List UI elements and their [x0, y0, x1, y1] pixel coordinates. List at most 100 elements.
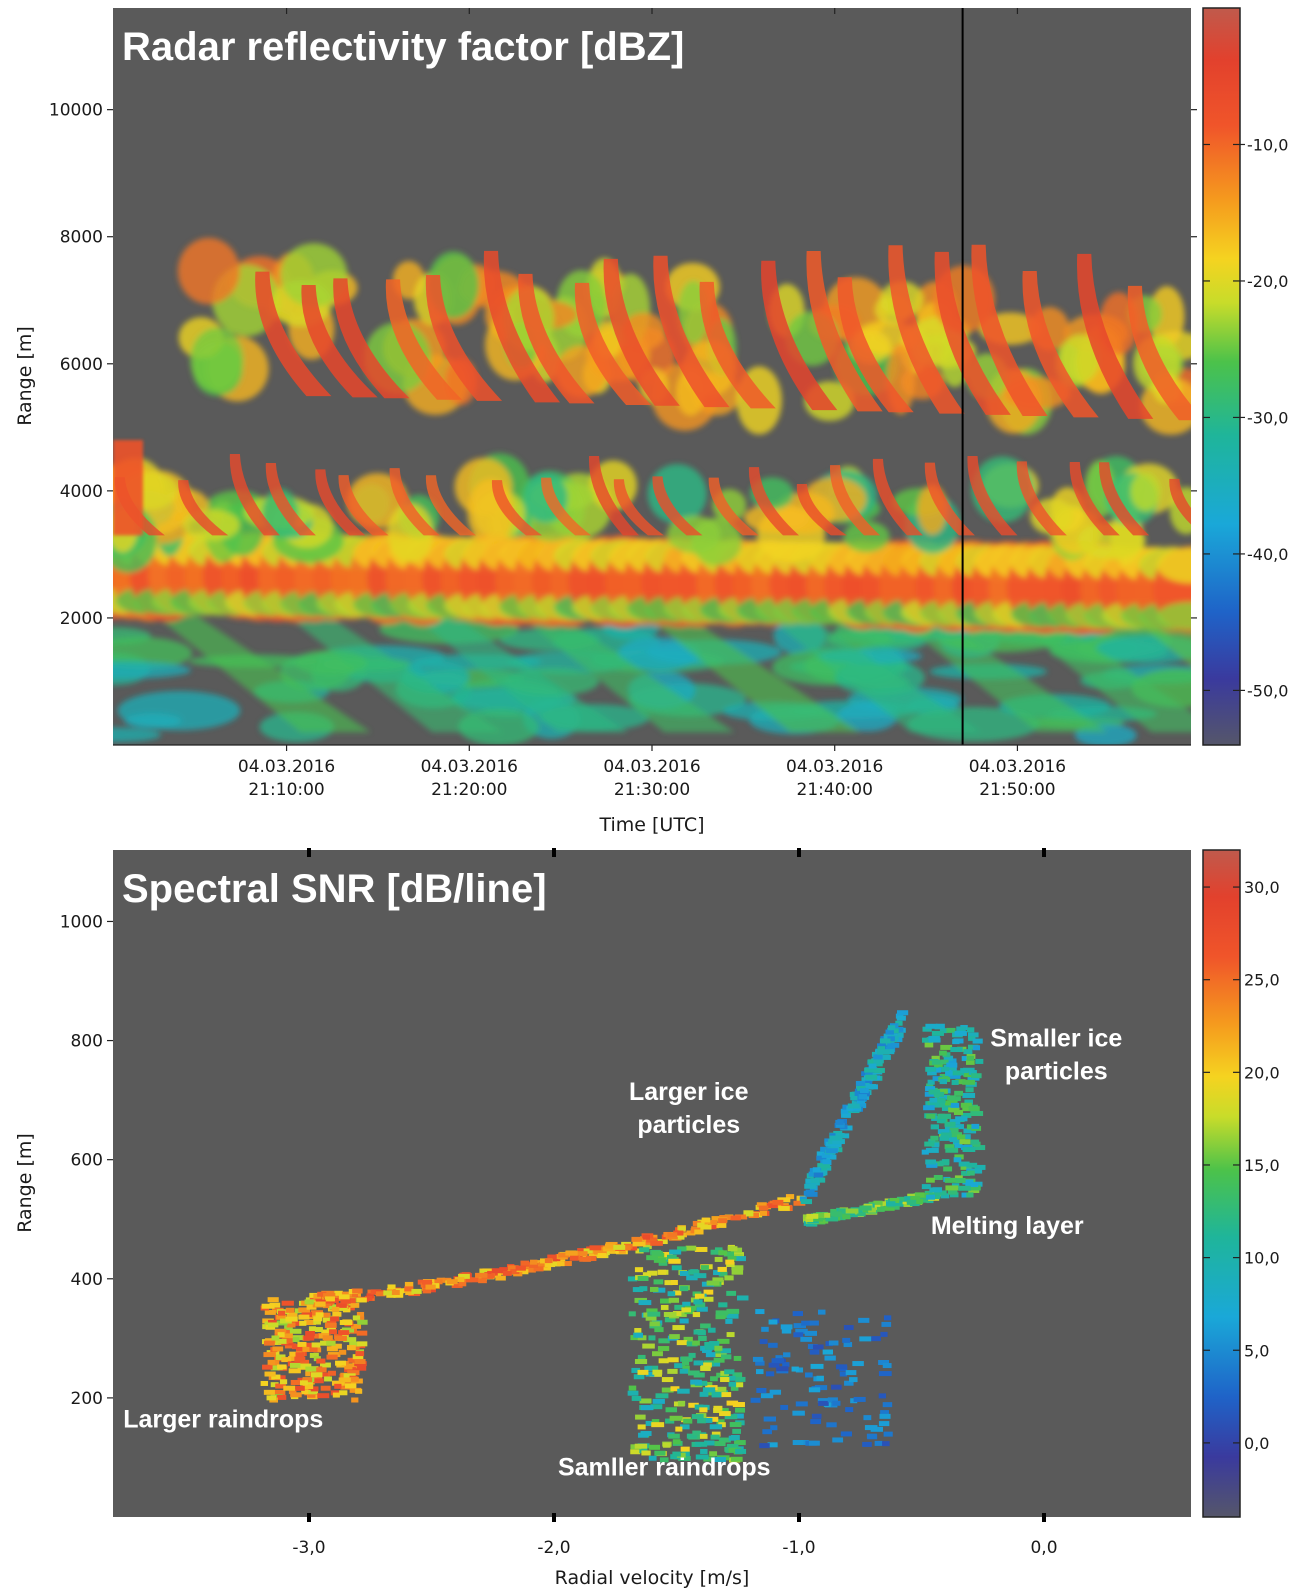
spectral-pixel: [352, 1315, 361, 1321]
spectral-pixel: [303, 1335, 315, 1341]
spectral-pixel: [884, 1205, 895, 1211]
spectral-pixel: [664, 1317, 676, 1323]
spectral-pixel: [760, 1393, 774, 1399]
spectral-pixel: [634, 1359, 648, 1365]
y-tick-label: 200: [71, 1389, 103, 1409]
spectral-pixel: [681, 1360, 690, 1366]
spectral-pixel: [835, 1119, 844, 1125]
spectral-pixel: [451, 1282, 463, 1288]
spectral-pixel: [755, 1360, 765, 1366]
ice-fallstreak: [301, 284, 378, 398]
spectral-pixel: [665, 1407, 677, 1413]
spectral-pixel: [637, 1424, 646, 1430]
spectral-pixel: [277, 1394, 287, 1400]
spectral-pixel: [347, 1370, 360, 1376]
spectral-pixel: [672, 1451, 681, 1457]
spectral-pixel: [882, 1402, 893, 1408]
spectral-pixel: [646, 1365, 659, 1371]
spectral-pixel: [782, 1362, 790, 1368]
spectral-pixel: [261, 1303, 275, 1309]
spectral-pixel: [264, 1371, 276, 1377]
ice-fallstreak: [837, 277, 914, 413]
spectral-pixel: [699, 1407, 708, 1413]
spectral-pixel: [935, 1097, 946, 1103]
spectral-pixel: [777, 1197, 791, 1203]
spectral-pixel: [347, 1345, 356, 1351]
spectral-pixel: [858, 1317, 870, 1323]
ice-fallstreak: [603, 258, 680, 406]
spectral-pixel: [650, 1240, 663, 1246]
spectral-pixel: [965, 1087, 974, 1093]
spectral-pixel: [921, 1149, 929, 1155]
snr-panel: Spectral SNR [dB/line] Larger ice particl…: [14, 848, 1280, 1589]
spectral-pixel: [700, 1362, 712, 1368]
spectral-pixel: [627, 1390, 639, 1396]
spectral-pixel: [635, 1332, 643, 1338]
spectral-pixel: [713, 1456, 726, 1462]
spectral-pixel: [263, 1352, 276, 1358]
cloud-fallstreak: [748, 467, 800, 536]
spectral-pixel: [269, 1302, 281, 1308]
annotation-label: Samller raindrops: [558, 1453, 771, 1481]
spectral-pixel: [307, 1314, 319, 1320]
spectral-pixel: [271, 1374, 281, 1380]
x-tick-time: 21:10:00: [248, 780, 324, 800]
ice-fallstreak: [888, 245, 965, 414]
spectral-pixel: [523, 1267, 536, 1273]
spectral-pixel: [887, 1036, 895, 1042]
spectral-pixel: [288, 1389, 297, 1395]
spectral-pixel: [714, 1256, 723, 1262]
ice-cloud-cell: [177, 237, 240, 305]
spectral-pixel: [690, 1379, 699, 1385]
spectral-pixel: [331, 1343, 342, 1349]
spectral-pixel: [655, 1393, 669, 1399]
spectral-pixel: [708, 1327, 716, 1333]
spectral-pixel: [454, 1277, 465, 1283]
spectral-pixel: [951, 1070, 964, 1076]
spectral-pixel: [661, 1234, 669, 1240]
ice-fallstreak: [761, 260, 838, 411]
spectral-pixel: [805, 1372, 813, 1378]
spectral-pixel: [272, 1346, 284, 1352]
spectral-pixel: [932, 1194, 941, 1200]
spectral-pixel: [795, 1367, 804, 1373]
spectral-pixel: [646, 1308, 658, 1314]
spectral-pixel: [941, 1106, 953, 1112]
spectral-pixel: [421, 1279, 433, 1285]
spectral-pixel: [962, 1092, 976, 1098]
spectral-pixel: [631, 1367, 641, 1373]
spectral-pixel: [973, 1145, 986, 1151]
spectral-pixel: [631, 1395, 642, 1401]
spectral-pixel: [339, 1319, 353, 1325]
spectral-pixel: [883, 1033, 896, 1039]
rain-streak: [640, 611, 861, 733]
spectral-pixel: [932, 1076, 943, 1082]
spectral-pixel: [315, 1301, 326, 1307]
spectral-pixel: [639, 1398, 652, 1404]
spectral-pixel: [954, 1175, 963, 1181]
x-tick-date: 04.03.2016: [421, 757, 518, 777]
spectral-pixel: [661, 1387, 674, 1393]
spectral-pixel: [769, 1389, 782, 1395]
spectral-pixel: [579, 1256, 591, 1262]
spectral-pixel: [953, 1109, 964, 1115]
spectral-pixel: [936, 1118, 947, 1124]
spectral-pixel: [667, 1232, 678, 1238]
spectral-pixel: [846, 1106, 854, 1112]
spectral-pixel: [308, 1326, 316, 1332]
spectral-pixel: [391, 1289, 400, 1295]
spectral-pixel: [726, 1313, 739, 1319]
spectral-pixel: [972, 1045, 981, 1051]
spectral-pixel: [285, 1307, 295, 1313]
spectral-pixel: [966, 1162, 978, 1168]
spectral-pixel: [311, 1342, 321, 1348]
x-tick-time: 21:40:00: [797, 780, 873, 800]
y-tick-label: 4000: [60, 482, 103, 502]
spectral-pixel: [310, 1372, 323, 1378]
spectral-pixel: [853, 1396, 866, 1402]
spectral-pixel: [642, 1234, 650, 1240]
rain-streak: [760, 611, 981, 733]
cloud-fallstreak: [338, 475, 389, 536]
spectral-pixel: [682, 1301, 691, 1307]
spectral-pixel: [272, 1389, 286, 1395]
